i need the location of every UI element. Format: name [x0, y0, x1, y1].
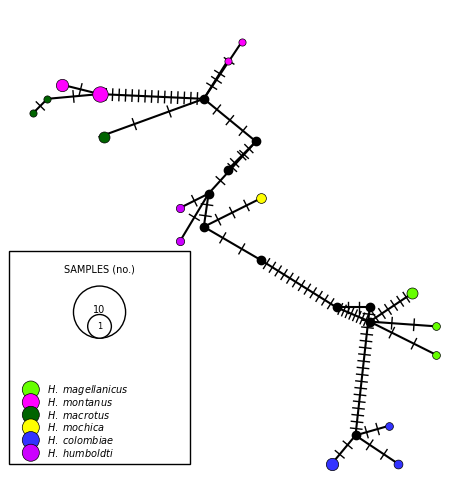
Text: 10: 10 — [93, 305, 106, 315]
Circle shape — [22, 381, 39, 398]
Circle shape — [22, 431, 39, 448]
Text: $\it{H.}$ $\it{humboldti}$: $\it{H.}$ $\it{humboldti}$ — [47, 447, 114, 459]
Text: SAMPLES (no.): SAMPLES (no.) — [64, 265, 135, 275]
Text: $\it{H.}$ $\it{colombiae}$: $\it{H.}$ $\it{colombiae}$ — [47, 434, 115, 446]
FancyBboxPatch shape — [9, 250, 190, 464]
Circle shape — [73, 286, 126, 338]
Text: $\it{H.}$ $\it{magellanicus}$: $\it{H.}$ $\it{magellanicus}$ — [47, 383, 129, 396]
Circle shape — [22, 419, 39, 436]
Text: 1: 1 — [97, 322, 102, 331]
Text: $\it{H.}$ $\it{mochica}$: $\it{H.}$ $\it{mochica}$ — [47, 421, 105, 433]
Circle shape — [22, 394, 39, 411]
Text: $\it{H.}$ $\it{macrotus}$: $\it{H.}$ $\it{macrotus}$ — [47, 409, 110, 421]
Circle shape — [22, 444, 39, 461]
Circle shape — [88, 315, 111, 338]
Circle shape — [22, 406, 39, 423]
Text: $\it{H.}$ $\it{montanus}$: $\it{H.}$ $\it{montanus}$ — [47, 396, 113, 408]
